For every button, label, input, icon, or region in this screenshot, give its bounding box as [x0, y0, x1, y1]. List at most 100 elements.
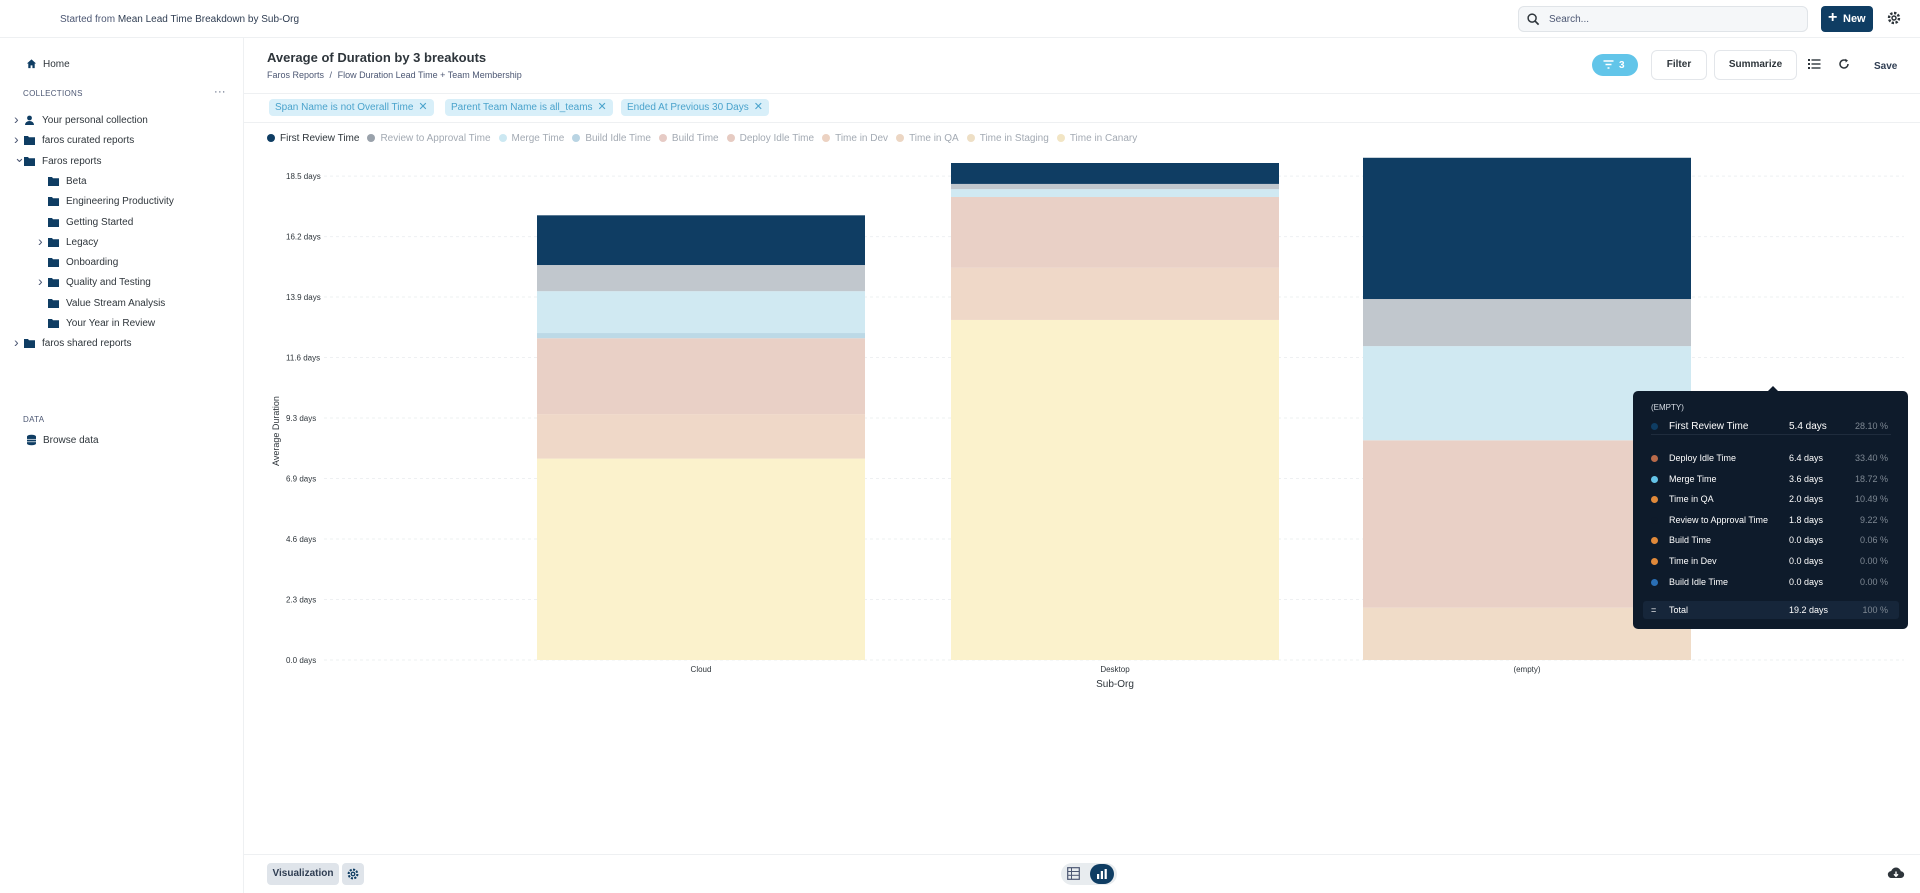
folder-icon	[48, 217, 59, 227]
legend-item[interactable]: Review to Approval Time	[367, 133, 491, 144]
settings-gear-icon[interactable]	[1886, 10, 1902, 26]
filter-button[interactable]: Filter	[1651, 50, 1707, 80]
sidebar-item-getting-started[interactable]: Getting Started	[38, 213, 248, 233]
tooltip-series-value: 2.0 days	[1789, 494, 1824, 505]
tooltip-row: Deploy Idle Time 6.4 days 33.40 %	[1651, 451, 1891, 467]
started-from-link[interactable]: Mean Lead Time Breakdown by Sub-Org	[117, 14, 300, 25]
chevron-right-icon[interactable]: ›	[14, 334, 19, 351]
filter-count-value: 3	[1619, 60, 1625, 71]
chart-view-toggle[interactable]	[1090, 864, 1114, 884]
chart-tooltip: (EMPTY) First Review Time 5.4 days 28.10…	[1633, 386, 1908, 629]
legend-item[interactable]: Deploy Idle Time	[726, 133, 814, 144]
tooltip-series-name: Time in QA	[1669, 494, 1714, 505]
chevron-right-icon[interactable]: ›	[14, 131, 19, 148]
download-cloud-icon[interactable]	[1887, 866, 1905, 880]
sidebar-item-value-stream-analysis[interactable]: Value Stream Analysis	[38, 294, 248, 314]
legend-item[interactable]: First Review Time	[267, 133, 359, 144]
breadcrumb: Faros Reports / Flow Duration Lead Time …	[267, 70, 522, 80]
tooltip-row: Build Time 0.0 days 0.06 %	[1651, 533, 1891, 549]
chevron-right-icon[interactable]: ›	[38, 273, 43, 290]
close-icon[interactable]: ✕	[597, 101, 607, 113]
legend-label: First Review Time	[280, 133, 360, 144]
sidebar-item-home[interactable]: Home	[26, 55, 226, 75]
visualization-settings-button[interactable]	[342, 863, 364, 885]
tooltip-series-percent: 10.49 %	[1854, 494, 1888, 505]
save-button[interactable]: Save	[1874, 61, 1898, 72]
folder-icon	[48, 278, 59, 288]
sidebar-item-label: Onboarding	[66, 257, 119, 269]
chevron-right-icon[interactable]: ›	[38, 232, 43, 249]
visualization-button[interactable]: Visualization	[267, 863, 339, 885]
list-view-icon[interactable]	[1808, 58, 1821, 70]
filter-pill-span-name[interactable]: Span Name is not Overall Time ✕	[269, 99, 434, 116]
table-view-icon[interactable]	[1067, 867, 1080, 880]
folder-icon	[48, 197, 59, 207]
breadcrumb-child[interactable]: Flow Duration Lead Time + Team Membershi…	[337, 70, 522, 80]
tooltip-series-name: Build Time	[1669, 535, 1712, 546]
sidebar-item-your-personal-collection[interactable]: › Your personal collection	[14, 111, 224, 131]
sidebar-item-label: Quality and Testing	[66, 277, 151, 289]
main-panel: Average of Duration by 3 breakouts Faros…	[244, 38, 1920, 893]
legend-label: Build Time	[671, 133, 719, 144]
folder-icon	[48, 298, 59, 308]
tooltip-series-value: 0.0 days	[1789, 576, 1824, 587]
sidebar-item-faros-reports[interactable]: ⌄ Faros reports	[14, 149, 224, 172]
sidebar-item-label: Engineering Productivity	[66, 196, 174, 208]
bar-segment	[951, 163, 1279, 184]
sidebar-item-onboarding[interactable]: Onboarding	[38, 253, 248, 273]
folder-icon	[48, 176, 59, 186]
chevron-right-icon[interactable]: ›	[14, 111, 19, 127]
filter-pill-parent-team[interactable]: Parent Team Name is all_teams ✕	[445, 99, 613, 116]
sidebar-item-beta[interactable]: Beta	[38, 172, 248, 192]
sidebar-item-engineering-productivity[interactable]: Engineering Productivity	[38, 192, 248, 212]
started-from-prefix: Started from	[60, 14, 116, 25]
tooltip-series-value: 1.8 days	[1789, 514, 1824, 525]
summarize-button[interactable]: Summarize	[1714, 50, 1797, 80]
bar-segment	[537, 215, 865, 266]
legend-item[interactable]: Time in Dev	[822, 133, 888, 144]
tooltip-total-label: Total	[1669, 605, 1689, 615]
legend-label: Build Idle Time	[585, 133, 651, 144]
legend-item[interactable]: Time in QA	[896, 133, 959, 144]
sidebar-item-faros-shared-reports[interactable]: › faros shared reports	[14, 334, 224, 354]
refresh-icon[interactable]	[1838, 58, 1850, 70]
y-tick-label: 13.9 days	[286, 293, 321, 302]
collections-more-icon[interactable]: ···	[214, 86, 226, 98]
filter-pill-ended-at[interactable]: Ended At Previous 30 Days ✕	[621, 99, 769, 116]
legend-item[interactable]: Build Idle Time	[572, 133, 651, 144]
legend-dot-icon	[726, 134, 735, 142]
sidebar-item-quality-and-testing[interactable]: › Quality and Testing	[38, 273, 248, 293]
y-tick-label: 16.2 days	[286, 233, 321, 242]
close-icon[interactable]: ✕	[753, 101, 763, 113]
sidebar-item-browse-data[interactable]: Browse data	[26, 431, 226, 451]
legend-item[interactable]: Merge Time	[498, 133, 564, 144]
search-input[interactable]: Search...	[1518, 6, 1808, 32]
tooltip-series-name: Review to Approval Time	[1669, 514, 1769, 525]
legend-label: Time in QA	[909, 133, 959, 144]
database-icon	[27, 434, 36, 446]
filter-count-badge[interactable]: 3	[1592, 54, 1638, 76]
tooltip-total-percent: 100 %	[1862, 605, 1888, 615]
legend-dot-icon	[1056, 134, 1065, 142]
tooltip-series-percent: 0.00 %	[1859, 576, 1888, 587]
chevron-down-icon[interactable]: ⌄	[14, 149, 25, 165]
sidebar: Home COLLECTIONS ··· › Your personal coll…	[0, 38, 244, 893]
legend-item[interactable]: Time in Staging	[966, 133, 1049, 144]
bar-segment	[537, 291, 865, 334]
sidebar-item-your-year-in-review[interactable]: Your Year in Review	[38, 314, 248, 334]
started-from-text: Started from Mean Lead Time Breakdown by…	[60, 14, 299, 25]
view-toggle[interactable]	[1061, 863, 1117, 885]
new-button[interactable]: + New	[1821, 6, 1873, 32]
breadcrumb-parent[interactable]: Faros Reports	[267, 70, 325, 80]
close-icon[interactable]: ✕	[418, 101, 428, 113]
tooltip-series-percent: 28.10 %	[1854, 421, 1888, 431]
sidebar-item-faros-curated-reports[interactable]: › faros curated reports	[14, 131, 224, 151]
legend-item[interactable]: Time in Canary	[1056, 133, 1137, 144]
sidebar-item-legacy[interactable]: › Legacy	[38, 233, 248, 253]
collections-heading: COLLECTIONS	[23, 89, 83, 98]
tooltip-row: Merge Time 3.6 days 18.72 %	[1651, 472, 1891, 488]
legend-dot-icon	[896, 134, 905, 142]
search-placeholder: Search...	[1549, 14, 1590, 25]
tooltip-series-percent: 9.22 %	[1859, 514, 1888, 525]
legend-item[interactable]: Build Time	[658, 133, 719, 144]
